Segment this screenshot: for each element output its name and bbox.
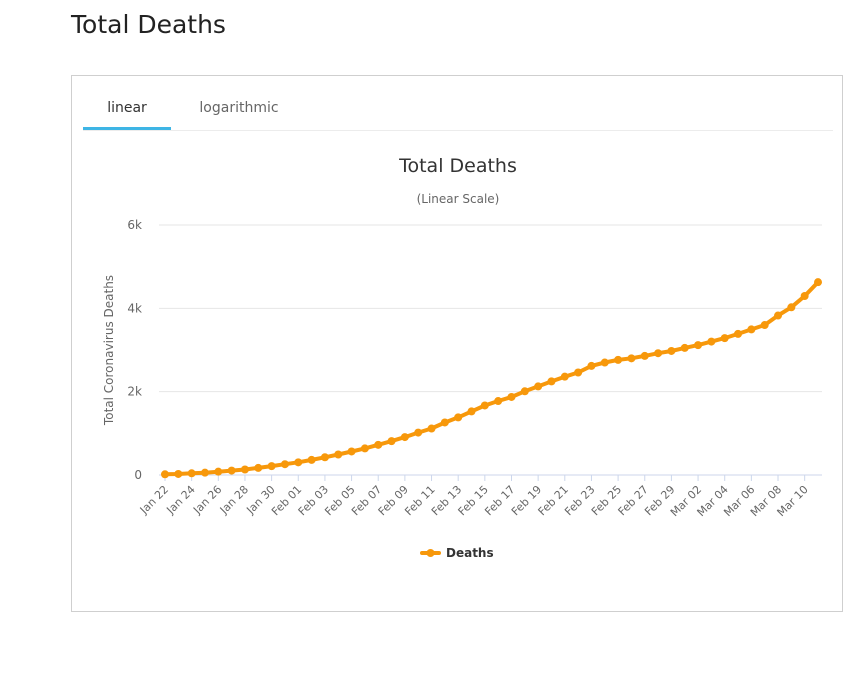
data-point[interactable] <box>174 469 183 478</box>
data-point[interactable] <box>467 407 476 416</box>
data-point[interactable] <box>614 355 623 364</box>
data-point[interactable] <box>627 354 636 363</box>
chart-panel: linear logarithmic Total Deaths (Linear … <box>71 75 843 612</box>
data-point[interactable] <box>347 447 356 456</box>
chart-legend[interactable]: Deaths <box>420 546 494 560</box>
data-point[interactable] <box>227 466 236 475</box>
tab-logarithmic[interactable]: logarithmic <box>199 100 279 116</box>
legend-marker <box>426 549 435 557</box>
data-point[interactable] <box>280 460 289 469</box>
x-tick-label: Jan 28 <box>217 483 251 517</box>
data-point[interactable] <box>800 292 809 300</box>
data-point[interactable] <box>161 470 169 479</box>
data-point[interactable] <box>214 467 223 476</box>
chart-title: Total Deaths <box>398 155 517 177</box>
data-point[interactable] <box>494 397 503 406</box>
data-point[interactable] <box>574 368 583 377</box>
data-point[interactable] <box>787 303 796 312</box>
data-point[interactable] <box>187 469 196 478</box>
deaths-series-line <box>163 280 820 477</box>
data-point[interactable] <box>200 468 209 477</box>
data-point[interactable] <box>427 424 436 433</box>
data-point[interactable] <box>240 465 249 474</box>
deaths-line-chart: Total Deaths (Linear Scale) Total Corona… <box>102 155 822 560</box>
chart-subtitle: (Linear Scale) <box>417 192 500 206</box>
data-point[interactable] <box>307 455 316 464</box>
data-point[interactable] <box>267 462 276 471</box>
y-tick-label: 6k <box>127 218 142 232</box>
data-point[interactable] <box>720 334 729 343</box>
data-point[interactable] <box>654 349 663 358</box>
data-point[interactable] <box>507 392 516 401</box>
data-point[interactable] <box>254 463 263 472</box>
data-point[interactable] <box>600 358 609 367</box>
data-point[interactable] <box>387 437 396 446</box>
data-point[interactable] <box>640 351 649 360</box>
data-point[interactable] <box>680 343 689 352</box>
x-tick-label: Jan 24 <box>164 483 198 517</box>
y-axis-label: Total Coronavirus Deaths <box>102 275 116 426</box>
legend-item-deaths[interactable]: Deaths <box>446 546 494 560</box>
data-point[interactable] <box>774 311 783 320</box>
data-point[interactable] <box>734 329 743 338</box>
y-tick-label: 0 <box>134 468 142 482</box>
data-point[interactable] <box>374 440 383 449</box>
data-point[interactable] <box>747 325 756 334</box>
scale-tabs: linear logarithmic <box>83 76 833 131</box>
data-point[interactable] <box>814 278 822 287</box>
y-tick-label: 2k <box>127 385 142 399</box>
data-point[interactable] <box>534 382 543 391</box>
tab-linear[interactable]: linear <box>83 76 171 130</box>
data-point[interactable] <box>520 387 529 396</box>
data-point[interactable] <box>707 337 716 346</box>
data-point[interactable] <box>440 418 449 427</box>
x-tick-label: Jan 22 <box>137 483 171 517</box>
data-point[interactable] <box>760 321 769 330</box>
data-point[interactable] <box>480 401 489 410</box>
data-point[interactable] <box>294 458 303 467</box>
data-point[interactable] <box>334 450 343 459</box>
data-point[interactable] <box>547 377 556 386</box>
data-point[interactable] <box>694 341 703 350</box>
data-point[interactable] <box>400 433 409 442</box>
y-tick-label: 4k <box>127 301 142 315</box>
x-tick-label: Jan 26 <box>190 483 224 517</box>
data-point[interactable] <box>320 453 329 462</box>
data-point[interactable] <box>454 413 463 422</box>
data-point[interactable] <box>560 372 569 381</box>
page-title: Total Deaths <box>71 10 226 39</box>
data-point[interactable] <box>667 346 676 355</box>
data-point[interactable] <box>587 361 596 370</box>
data-point[interactable] <box>414 428 423 437</box>
data-point[interactable] <box>360 444 369 453</box>
